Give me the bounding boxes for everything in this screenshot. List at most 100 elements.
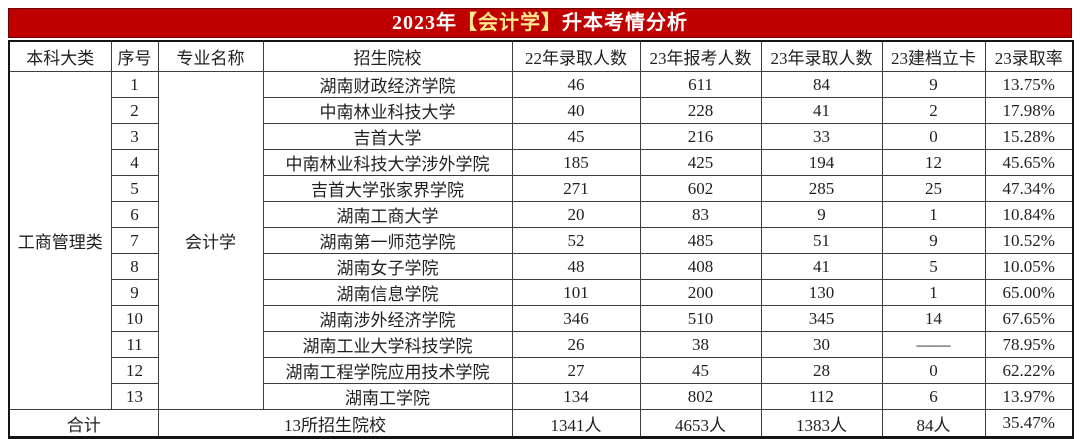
header-app23: 23年报考人数	[639, 40, 762, 72]
rate23-cell: 45.65%	[984, 149, 1074, 176]
category-cell: 工商管理类	[8, 71, 112, 410]
admissions-table: 本科大类 序号 专业名称 招生院校 22年录取人数 23年报考人数 23年录取人…	[8, 40, 1074, 439]
app23-cell: 485	[639, 227, 762, 254]
card23-cell: 14	[881, 305, 986, 332]
card23-cell: 1	[881, 279, 986, 306]
report-sheet: 2023年 【会计学】 升本考情分析 本科大类 序号 专业名称 招生院校 22年录取…	[8, 8, 1074, 439]
card23-cell: 25	[881, 175, 986, 202]
school-cell: 湖南信息学院	[262, 279, 513, 306]
seq-cell: 4	[110, 149, 159, 176]
table-row: 8 湖南女子学院 48 408 41 5 10.05%	[9, 253, 1074, 280]
seq-cell: 6	[110, 201, 159, 228]
header-adm22: 22年录取人数	[511, 40, 641, 72]
app23-cell: 602	[639, 175, 762, 202]
table-row: 工商管理类 1 会计学 湖南财政经济学院 46 611 84 9 13.75%	[8, 71, 1074, 410]
header-row: 本科大类 序号 专业名称 招生院校 22年录取人数 23年报考人数 23年录取人…	[8, 40, 1074, 72]
school-cell: 湖南工程学院应用技术学院	[262, 357, 513, 384]
rate23-cell: 10.52%	[984, 227, 1074, 254]
footer-row: 合计 13所招生院校 1341人 4653人 1383人 84人 35.47%	[8, 409, 1074, 438]
adm23-cell: 51	[760, 227, 883, 254]
seq-cell: 12	[110, 357, 159, 384]
header-category: 本科大类	[8, 40, 112, 72]
adm22-cell: 40	[511, 97, 641, 124]
app23-cell: 45	[639, 357, 762, 384]
adm22-cell: 101	[511, 279, 641, 306]
school-cell: 湖南工商大学	[262, 201, 513, 228]
footer-total-label: 合计	[8, 409, 159, 438]
school-cell: 吉首大学张家界学院	[262, 175, 513, 202]
title-prefix: 2023年	[392, 12, 457, 34]
app23-cell: 200	[639, 279, 762, 306]
app23-cell: 228	[639, 97, 762, 124]
school-cell: 湖南女子学院	[262, 253, 513, 280]
adm23-cell: 30	[760, 331, 883, 358]
adm22-cell: 48	[511, 253, 641, 280]
school-cell: 湖南第一师范学院	[262, 227, 513, 254]
adm22-cell: 27	[511, 357, 641, 384]
adm22-cell: 271	[511, 175, 641, 202]
card23-cell: 9	[881, 71, 986, 98]
footer-app23: 4653人	[639, 409, 762, 438]
seq-cell: 1	[110, 71, 159, 98]
card23-cell: 6	[881, 383, 986, 410]
rate23-cell: 10.05%	[984, 253, 1074, 280]
adm23-cell: 194	[760, 149, 883, 176]
rate23-cell: 15.28%	[984, 123, 1074, 150]
card23-cell: 5	[881, 253, 986, 280]
adm22-cell: 346	[511, 305, 641, 332]
app23-cell: 425	[639, 149, 762, 176]
seq-cell: 9	[110, 279, 159, 306]
header-seq: 序号	[110, 40, 159, 72]
footer-adm22: 1341人	[511, 409, 641, 438]
adm23-cell: 345	[760, 305, 883, 332]
school-cell: 中南林业科技大学涉外学院	[262, 149, 513, 176]
seq-cell: 2	[110, 97, 159, 124]
rate23-cell: 17.98%	[984, 97, 1074, 124]
header-card23: 23建档立卡	[881, 40, 986, 72]
seq-cell: 8	[110, 253, 159, 280]
card23-cell: ——	[881, 331, 986, 358]
adm22-cell: 185	[511, 149, 641, 176]
app23-cell: 510	[639, 305, 762, 332]
adm22-cell: 45	[511, 123, 641, 150]
app23-cell: 408	[639, 253, 762, 280]
seq-cell: 7	[110, 227, 159, 254]
adm23-cell: 285	[760, 175, 883, 202]
table-row: 13 湖南工学院 134 802 112 6 13.97%	[9, 383, 1074, 410]
title-suffix: 升本考情分析	[562, 12, 688, 34]
app23-cell: 802	[639, 383, 762, 410]
table-body: 工商管理类 1 会计学 湖南财政经济学院 46 611 84 9 13.75% 2 中南林业科技大学…	[8, 71, 1074, 410]
adm22-cell: 52	[511, 227, 641, 254]
rate23-cell: 65.00%	[984, 279, 1074, 306]
table-row: 11 湖南工业大学科技学院 26 38 30 —— 78.95%	[9, 331, 1074, 358]
seq-cell: 11	[110, 331, 159, 358]
adm22-cell: 26	[511, 331, 641, 358]
adm23-cell: 41	[760, 97, 883, 124]
rate23-cell: 13.97%	[984, 383, 1074, 410]
adm22-cell: 46	[511, 71, 641, 98]
adm23-cell: 28	[760, 357, 883, 384]
adm23-cell: 33	[760, 123, 883, 150]
school-cell: 湖南涉外经济学院	[262, 305, 513, 332]
card23-cell: 9	[881, 227, 986, 254]
table-row: 5 吉首大学张家界学院 271 602 285 25 47.34%	[9, 175, 1074, 202]
report-title-bar: 2023年 【会计学】 升本考情分析	[8, 8, 1072, 38]
adm22-cell: 134	[511, 383, 641, 410]
card23-cell: 0	[881, 123, 986, 150]
school-cell: 湖南工学院	[262, 383, 513, 410]
table-row: 7 湖南第一师范学院 52 485 51 9 10.52%	[9, 227, 1074, 254]
footer-adm23: 1383人	[760, 409, 883, 438]
header-adm23: 23年录取人数	[760, 40, 883, 72]
school-cell: 湖南工业大学科技学院	[262, 331, 513, 358]
rate23-cell: 10.84%	[984, 201, 1074, 228]
seq-cell: 13	[110, 383, 159, 410]
header-rate23: 23录取率	[984, 40, 1074, 72]
table-row: 2 中南林业科技大学 40 228 41 2 17.98%	[9, 97, 1074, 124]
footer-rate23: 35.47%	[984, 409, 1074, 438]
school-cell: 湖南财政经济学院	[262, 71, 513, 98]
app23-cell: 216	[639, 123, 762, 150]
major-cell: 会计学	[157, 71, 264, 410]
rate23-cell: 47.34%	[984, 175, 1074, 202]
adm23-cell: 130	[760, 279, 883, 306]
adm23-cell: 9	[760, 201, 883, 228]
